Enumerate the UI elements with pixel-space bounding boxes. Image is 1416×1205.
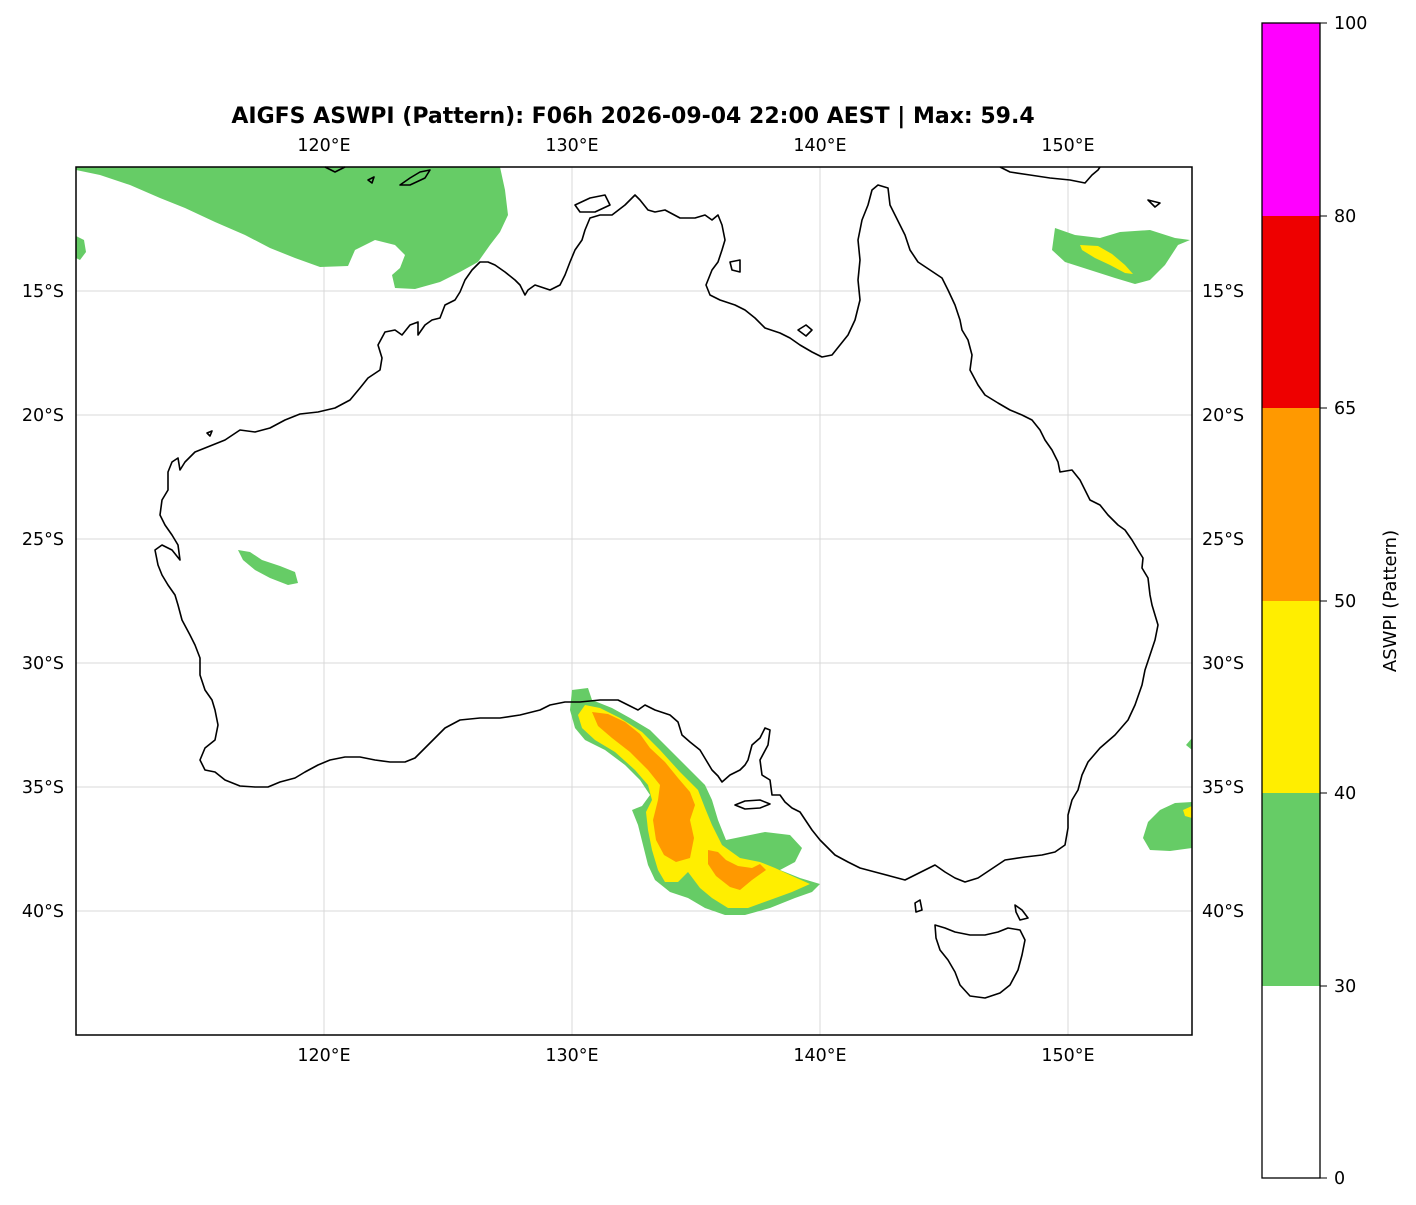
coastline-island-small-3	[206, 430, 213, 437]
coastline-island-small-4	[729, 259, 741, 273]
contour-40-50-east-edge	[1183, 806, 1192, 818]
coastline-timor	[399, 169, 431, 186]
colorbar-segment-40-50	[1262, 601, 1320, 793]
contour-30-40-coral-sea	[1052, 228, 1190, 284]
lat-label-left-15s: 15°S	[22, 282, 64, 302]
map-area	[75, 166, 1193, 1036]
lat-label-right-20s: 20°S	[1202, 406, 1244, 426]
coastline-island-small-2	[1147, 199, 1161, 208]
colorbar-label-100: 100	[1334, 14, 1367, 34]
colorbar: 0 30 40 50 65 80 100 ASWPI (Pattern)	[1261, 14, 1401, 1189]
contour-30-40-northwest	[76, 167, 508, 289]
colorbar-label-50: 50	[1334, 592, 1356, 612]
lon-label-bottom-130e: 130°E	[545, 1046, 598, 1066]
coastline-australia-mainland	[154, 184, 1159, 883]
lon-labels-bottom: 120°E 130°E 140°E 150°E	[297, 1046, 1094, 1066]
colorbar-label-40: 40	[1334, 784, 1356, 804]
lat-label-left-25s: 25°S	[22, 530, 64, 550]
colorbar-segment-65-80	[1262, 216, 1320, 408]
lon-label-bottom-120e: 120°E	[297, 1046, 350, 1066]
colorbar-label-0: 0	[1334, 1169, 1345, 1189]
contour-50-65-south-plume-north	[592, 712, 695, 862]
colorbar-segment-80-100	[1262, 23, 1320, 216]
lat-label-right-40s: 40°S	[1202, 902, 1244, 922]
colorbar-label-80: 80	[1334, 207, 1356, 227]
contour-30-40-east-edge-lower	[1143, 802, 1192, 851]
lat-label-left-30s: 30°S	[22, 654, 64, 674]
coastline-sunda-islands	[324, 166, 346, 173]
aswpi-contours	[76, 167, 1192, 915]
lat-label-left-20s: 20°S	[22, 406, 64, 426]
colorbar-segment-50-65	[1262, 408, 1320, 601]
coastline-flinders-island	[1014, 904, 1029, 921]
lon-label-bottom-140e: 140°E	[793, 1046, 846, 1066]
contour-50-65-south-plume-south	[708, 850, 766, 890]
map-title: AIGFS ASWPI (Pattern): F06h 2026-09-04 2…	[231, 104, 1034, 129]
lon-label-bottom-150e: 150°E	[1041, 1046, 1094, 1066]
lon-label-top-120e: 120°E	[297, 136, 350, 156]
coastline-king-island	[914, 899, 923, 913]
colorbar-label-30: 30	[1334, 977, 1356, 997]
colorbar-label-65: 65	[1334, 399, 1356, 419]
lat-labels-left: 15°S 20°S 25°S 30°S 35°S 40°S	[22, 282, 64, 922]
lon-labels-top: 120°E 130°E 140°E 150°E	[297, 136, 1094, 156]
lon-label-top-150e: 150°E	[1041, 136, 1094, 156]
colorbar-segment-30-40	[1262, 793, 1320, 986]
coastline-png	[999, 166, 1101, 184]
lat-label-right-30s: 30°S	[1202, 654, 1244, 674]
map-background	[76, 167, 1192, 1035]
coastline-melville-island	[574, 194, 611, 213]
colorbar-segment-0-30	[1262, 986, 1320, 1178]
lat-label-right-15s: 15°S	[1202, 282, 1244, 302]
contour-30-40-east-edge-upper	[1186, 738, 1192, 750]
lat-label-right-35s: 35°S	[1202, 778, 1244, 798]
lat-label-right-25s: 25°S	[1202, 530, 1244, 550]
lat-label-left-35s: 35°S	[22, 778, 64, 798]
map-frame	[75, 166, 1193, 1036]
contour-30-40-west-edge	[76, 236, 86, 260]
lat-label-left-40s: 40°S	[22, 902, 64, 922]
contour-40-50-coral-sea	[1080, 245, 1133, 274]
coastline-island-small-1	[367, 176, 375, 184]
lat-labels-right: 15°S 20°S 25°S 30°S 35°S 40°S	[1202, 282, 1244, 922]
contour-30-40-inland-wa	[238, 550, 298, 585]
coastline-kangaroo-island	[734, 799, 771, 810]
coastlines	[154, 166, 1161, 999]
colorbar-title: ASWPI (Pattern)	[1380, 530, 1401, 672]
lon-label-top-130e: 130°E	[545, 136, 598, 156]
coastline-groote-eylandt	[797, 324, 813, 337]
lon-label-top-140e: 140°E	[793, 136, 846, 156]
coastline-tasmania	[934, 924, 1026, 999]
graticule	[76, 167, 1192, 1035]
